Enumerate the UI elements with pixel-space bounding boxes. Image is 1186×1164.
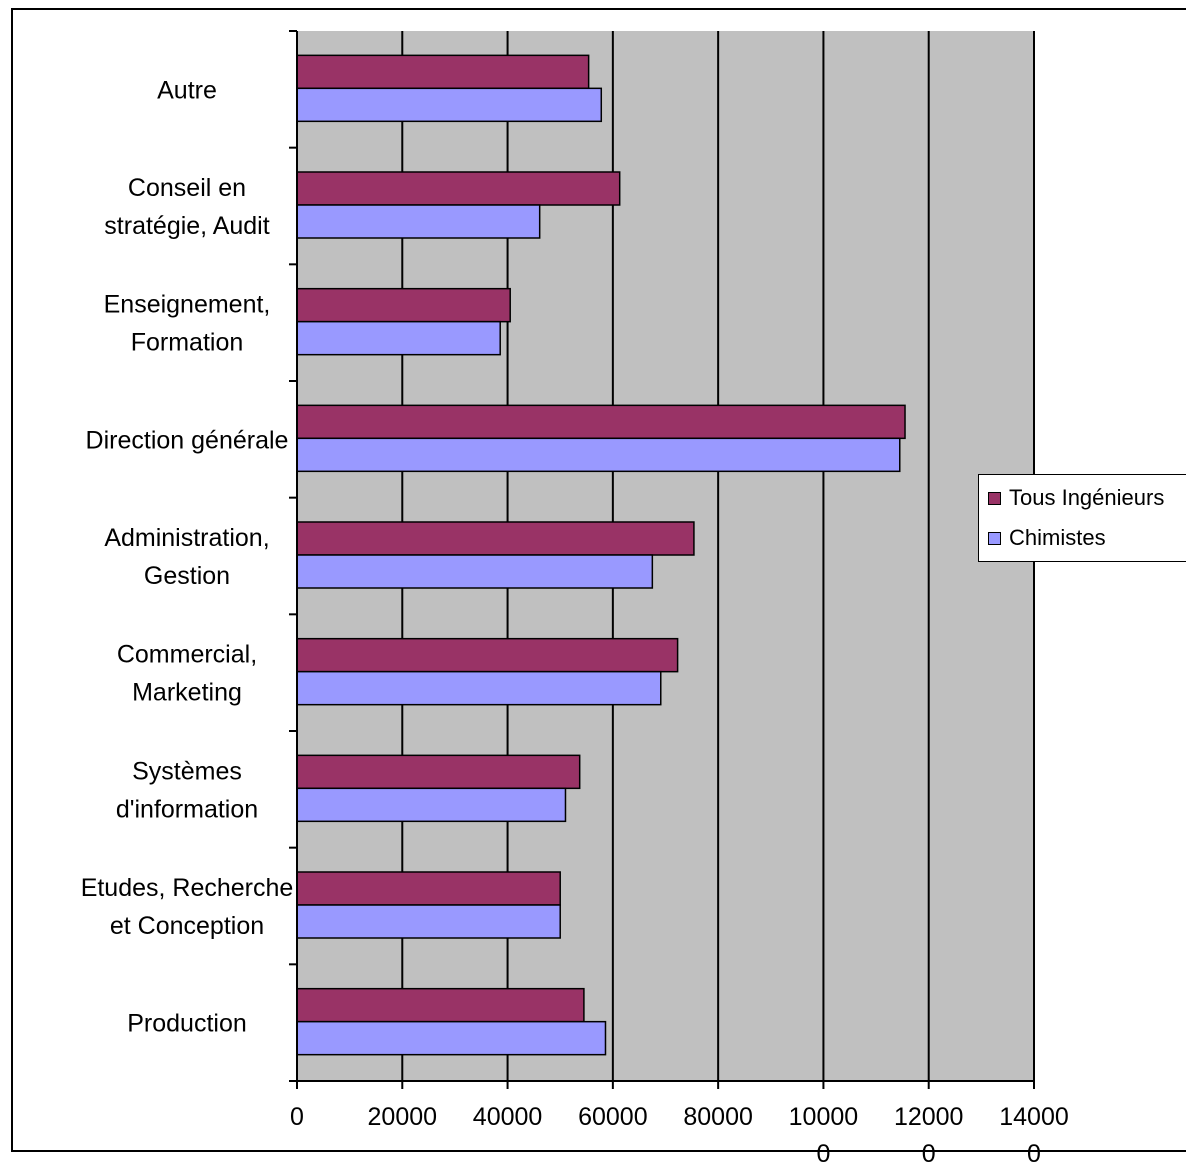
bar-chimistes-commercial-marketing bbox=[296, 670, 662, 706]
bar-chimistes-administration-gestion bbox=[296, 554, 654, 589]
x-tick-label-140000: 14000 0 bbox=[999, 1103, 1069, 1164]
legend-item-tous-ingenieurs: Tous Ingénieurs bbox=[988, 485, 1164, 511]
bar-tous-ingenieurs-production bbox=[296, 987, 585, 1023]
x-tick-label-120000: 12000 0 bbox=[894, 1103, 964, 1164]
bar-tous-ingenieurs-etudes-recherche-et-conception bbox=[296, 871, 561, 906]
category-label-administration-gestion: Administration, Gestion bbox=[104, 524, 269, 590]
bar-chimistes-etudes-recherche-et-conception bbox=[296, 904, 561, 939]
bar-tous-ingenieurs-systemes-d-information bbox=[296, 754, 581, 790]
x-tick-label-0: 0 bbox=[290, 1103, 304, 1131]
category-label-conseil-en-strategie-audit: Conseil en stratégie, Audit bbox=[104, 174, 269, 240]
bar-chimistes-production bbox=[296, 1020, 607, 1056]
x-tick-label-100000: 10000 0 bbox=[789, 1103, 859, 1164]
bar-chimistes-autre bbox=[296, 87, 603, 123]
category-label-direction-generale: Direction générale bbox=[86, 426, 289, 454]
category-label-systemes-d-information: Systèmes d'information bbox=[116, 757, 258, 823]
category-label-commercial-marketing: Commercial, Marketing bbox=[117, 641, 257, 707]
bar-chimistes-direction-generale bbox=[296, 437, 901, 473]
bar-tous-ingenieurs-direction-generale bbox=[296, 404, 906, 440]
bar-chimistes-systemes-d-information bbox=[296, 787, 567, 823]
legend-swatch-chimistes bbox=[988, 531, 1001, 545]
legend-label-tous-ingenieurs: Tous Ingénieurs bbox=[1009, 485, 1165, 510]
x-tick-label-40000: 40000 bbox=[473, 1103, 543, 1131]
x-tick-label-80000: 80000 bbox=[683, 1103, 753, 1131]
legend: Tous Ingénieurs Chimistes bbox=[978, 474, 1186, 562]
bar-tous-ingenieurs-administration-gestion bbox=[296, 521, 695, 556]
category-label-autre: Autre bbox=[157, 76, 217, 104]
legend-label-chimistes: Chimistes bbox=[1009, 525, 1106, 550]
category-label-etudes-recherche-et-conception: Etudes, Recherche et Conception bbox=[81, 874, 294, 940]
x-tick-label-20000: 20000 bbox=[368, 1103, 438, 1131]
bar-chimistes-conseil-en-strategie-audit bbox=[296, 204, 541, 239]
x-tick-label-60000: 60000 bbox=[578, 1103, 648, 1131]
legend-swatch-tous-ingenieurs bbox=[988, 491, 1001, 505]
bar-chimistes-enseignement-formation bbox=[296, 320, 501, 356]
bar-tous-ingenieurs-conseil-en-strategie-audit bbox=[296, 171, 621, 206]
bar-tous-ingenieurs-commercial-marketing bbox=[296, 637, 679, 673]
category-label-enseignement-formation: Enseignement, Formation bbox=[104, 291, 271, 357]
legend-item-chimistes: Chimistes bbox=[988, 525, 1106, 551]
category-label-production: Production bbox=[127, 1010, 247, 1038]
bar-tous-ingenieurs-enseignement-formation bbox=[296, 287, 511, 323]
bar-tous-ingenieurs-autre bbox=[296, 54, 590, 90]
